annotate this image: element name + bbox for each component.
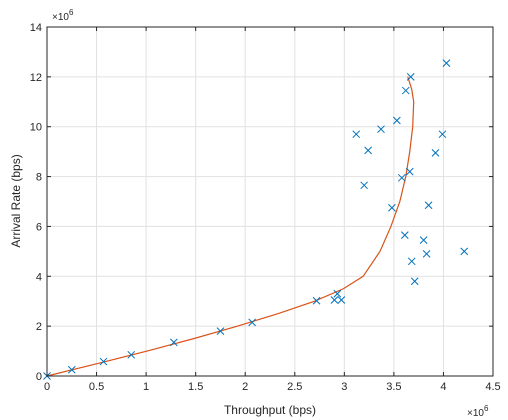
x-tick-label: 2 xyxy=(242,381,248,393)
data-point-marker xyxy=(397,173,406,182)
y-tick-label: 8 xyxy=(36,172,42,184)
data-point-marker xyxy=(333,289,342,298)
axes-box xyxy=(46,26,494,377)
data-point-marker xyxy=(312,296,321,305)
y-tick-label: 2 xyxy=(36,321,42,333)
data-point-marker xyxy=(442,59,451,67)
y-tick-label: 10 xyxy=(30,122,42,134)
data-point-marker xyxy=(364,146,372,155)
y-exponent-label: ×106 xyxy=(52,8,74,23)
y-tick-label: 12 xyxy=(30,72,42,84)
data-point-marker xyxy=(401,86,410,95)
fitted-curve-layer xyxy=(46,76,415,377)
data-point-marker xyxy=(360,181,369,190)
x-tick-label: 0.5 xyxy=(89,381,104,393)
data-point-marker xyxy=(424,201,433,210)
data-point-marker xyxy=(352,130,361,139)
data-point-marker xyxy=(407,257,416,266)
y-tick-label: 0 xyxy=(36,371,42,383)
x-tick-label: 1 xyxy=(143,381,149,393)
fitted-curve xyxy=(46,76,415,377)
x-tick-label: 2.5 xyxy=(287,381,302,393)
y-tick-label: 14 xyxy=(30,22,42,34)
data-point-marker xyxy=(422,249,431,258)
plot-background xyxy=(47,27,493,376)
data-point-marker xyxy=(405,167,414,176)
data-point-marker xyxy=(419,236,428,244)
data-point-marker xyxy=(388,203,396,212)
data-point-marker xyxy=(393,116,401,125)
x-tick-label: 3 xyxy=(341,381,347,393)
y-axis-label: Arrival Rate (bps) xyxy=(9,154,23,247)
scatter-marker-layer xyxy=(43,59,469,380)
data-point-marker xyxy=(460,247,469,256)
x-tick-label: 4.5 xyxy=(485,381,500,393)
data-point-marker xyxy=(248,318,257,327)
x-tick-label: 4 xyxy=(440,381,446,393)
axes-frame xyxy=(46,26,494,377)
data-point-marker xyxy=(216,327,225,335)
y-tick-labels: 0 2 4 6 8 10 12 14 xyxy=(30,22,42,383)
y-tick-label: 4 xyxy=(36,271,42,283)
data-point-marker xyxy=(400,231,409,240)
data-point-marker xyxy=(431,149,440,157)
data-point-marker xyxy=(410,277,419,286)
data-point-marker xyxy=(406,73,415,81)
data-point-marker xyxy=(377,125,385,134)
y-tick-label: 6 xyxy=(36,221,42,233)
x-exponent-label: ×106 xyxy=(467,404,489,419)
x-tick-label: 3.5 xyxy=(386,381,401,393)
x-tick-label: 1.5 xyxy=(188,381,203,393)
data-point-marker xyxy=(438,130,447,139)
x-tick-labels: 0 0.5 1 1.5 2 2.5 3 3.5 4 4.5 xyxy=(44,381,501,393)
x-axis-label: Throughput (bps) xyxy=(224,403,316,417)
data-point-marker xyxy=(170,338,178,347)
data-point-marker xyxy=(337,296,346,304)
data-point-marker xyxy=(330,296,339,304)
data-point-marker xyxy=(67,365,76,374)
data-point-marker xyxy=(99,357,108,366)
x-tick-label: 0 xyxy=(44,381,50,393)
data-point-marker xyxy=(127,350,136,359)
